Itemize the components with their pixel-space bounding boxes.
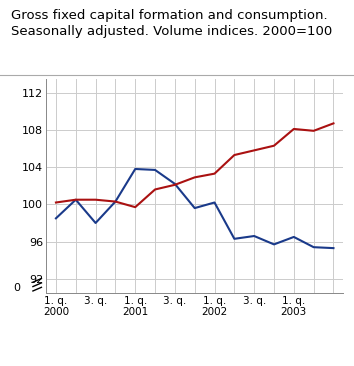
Text: Gross fixed capital formation and consumption.
Seasonally adjusted. Volume indic: Gross fixed capital formation and consum… [11,9,332,38]
Text: 0: 0 [14,283,21,293]
